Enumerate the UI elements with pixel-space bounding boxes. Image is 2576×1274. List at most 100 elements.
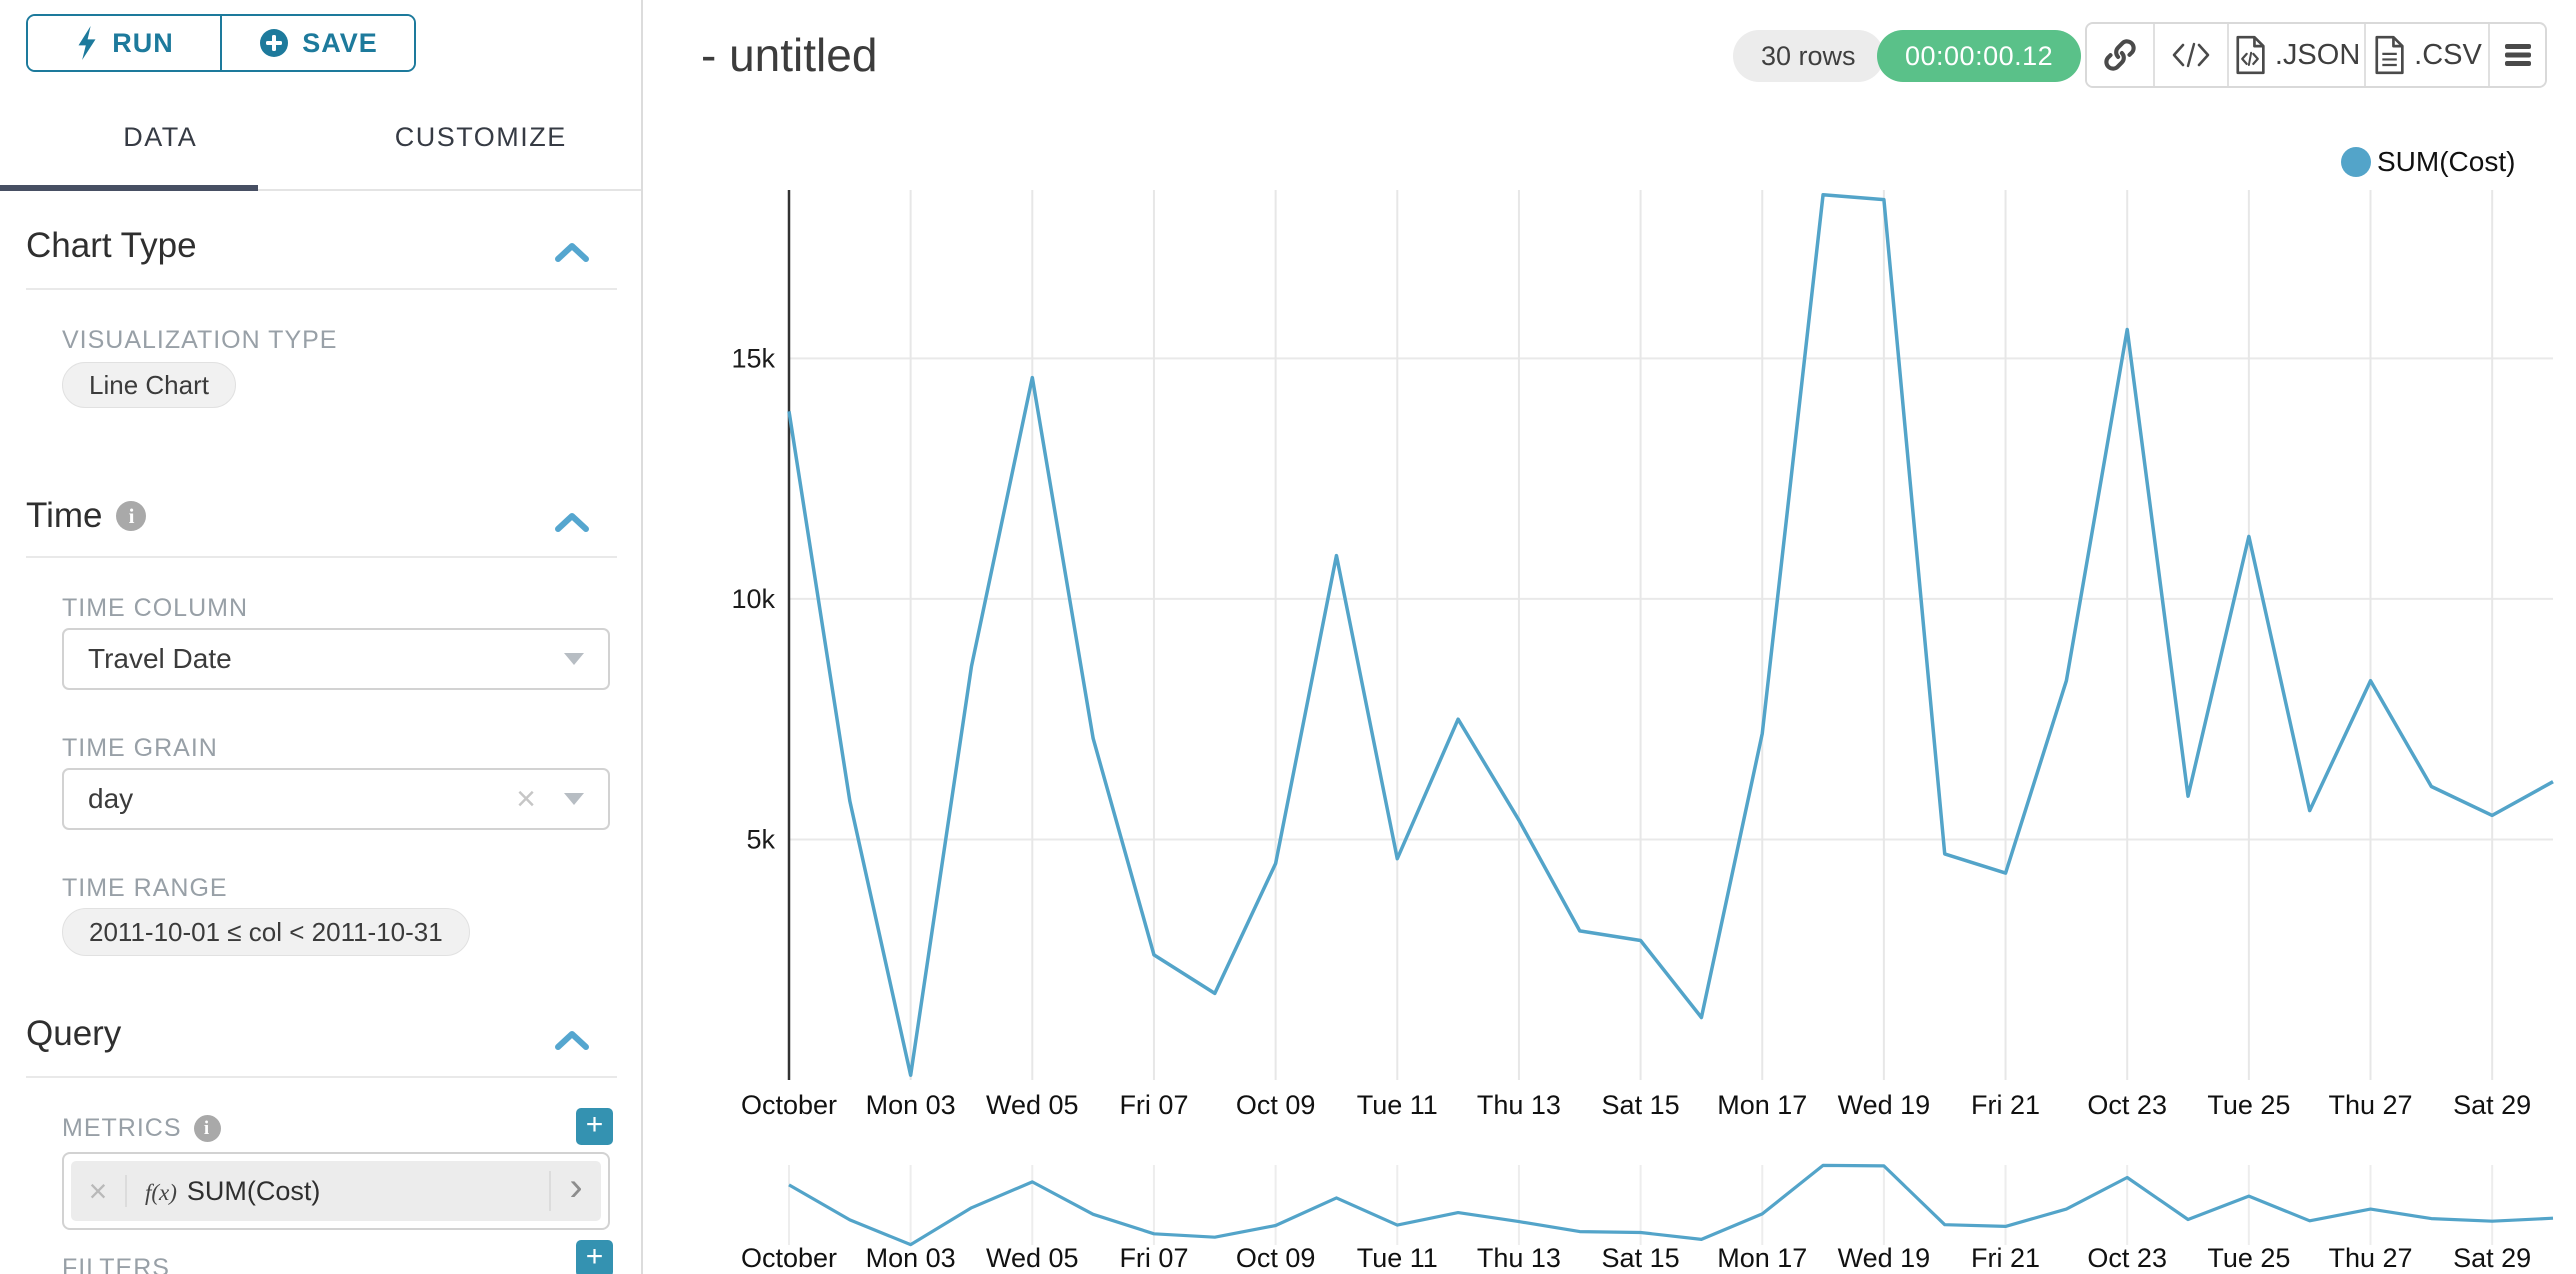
embed-code-button[interactable] [2154,24,2230,86]
run-button[interactable]: RUN [28,16,222,70]
svg-text:October: October [741,1243,837,1273]
file-lines-icon [2375,35,2404,75]
svg-text:Tue 25: Tue 25 [2207,1090,2290,1120]
tab-data[interactable]: DATA [123,122,198,152]
metric-pill[interactable]: × f(x) SUM(Cost) › [71,1161,601,1221]
export-toolbar: .JSON .CSV [2085,22,2547,88]
visualization-type-value[interactable]: Line Chart [62,362,236,408]
panel-divider [641,0,643,1274]
chevron-down-icon [564,653,584,665]
tab-customize[interactable]: CUSTOMIZE [394,122,567,152]
query-timer-badge: 00:00:00.12 [1877,30,2082,82]
hamburger-menu-icon [2504,44,2531,66]
svg-text:Fri 21: Fri 21 [1971,1243,2040,1273]
add-metric-button[interactable]: + [576,1108,613,1145]
svg-text:Fri 21: Fri 21 [1971,1090,2040,1120]
remove-metric-icon[interactable]: × [71,1175,127,1207]
add-filter-button[interactable]: + [576,1240,613,1274]
svg-text:Mon 03: Mon 03 [866,1243,956,1273]
time-grain-label: TIME GRAIN [62,734,218,762]
row-count-badge: 30 rows [1733,30,1884,82]
query-actions: RUN SAVE [26,14,416,72]
svg-text:Thu 27: Thu 27 [2328,1243,2412,1273]
metric-field: × f(x) SUM(Cost) › [62,1152,610,1230]
section-divider [26,1076,617,1078]
legend-series-dot [2341,147,2371,177]
section-query-title: Query [26,1014,122,1053]
svg-text:Sat 15: Sat 15 [1602,1090,1680,1120]
link-icon [2104,39,2136,71]
chart-panel: - untitled 30 rows 00:00:00.12 [643,0,2576,1274]
legend-series-label: SUM(Cost) [2377,146,2516,177]
lightning-bolt-icon [78,26,96,60]
svg-text:Thu 27: Thu 27 [2328,1090,2412,1120]
svg-text:15k: 15k [731,343,775,373]
active-tab-indicator [0,185,258,191]
visualization-type-label: VISUALIZATION TYPE [62,326,338,354]
panel-tabs: DATA CUSTOMIZE [0,86,641,191]
function-icon: f(x) [145,1179,177,1205]
info-icon[interactable]: i [193,1115,221,1142]
info-icon[interactable]: i [116,501,147,531]
svg-text:Fri 07: Fri 07 [1119,1090,1188,1120]
file-code-icon [2236,35,2265,75]
chart-title[interactable]: - untitled [701,29,878,81]
section-time-title: Time i [26,496,147,536]
export-json-button[interactable]: .JSON [2229,24,2366,86]
svg-text:Mon 17: Mon 17 [1717,1243,1807,1273]
metric-value: SUM(Cost) [186,1175,321,1206]
section-divider [26,288,617,290]
svg-text:Mon 03: Mon 03 [866,1090,956,1120]
svg-text:Mon 17: Mon 17 [1717,1090,1807,1120]
metrics-label: METRICS i [62,1114,221,1143]
clear-icon[interactable]: × [516,780,536,818]
svg-text:October: October [741,1090,837,1120]
svg-text:Tue 25: Tue 25 [2207,1243,2290,1273]
svg-text:Oct 09: Oct 09 [1236,1243,1316,1273]
svg-text:Wed 05: Wed 05 [986,1090,1079,1120]
export-csv-label: .CSV [2414,38,2482,71]
svg-text:Tue 11: Tue 11 [1357,1243,1438,1273]
menu-button[interactable] [2490,24,2545,86]
svg-text:Wed 05: Wed 05 [986,1243,1079,1273]
run-button-label: RUN [112,27,174,58]
collapse-chevron-icon[interactable] [552,510,592,534]
svg-text:Sat 29: Sat 29 [2453,1090,2531,1120]
save-button[interactable]: SAVE [222,16,414,70]
svg-text:Wed 19: Wed 19 [1838,1243,1931,1273]
chart-legend[interactable]: SUM(Cost) [2341,146,2515,178]
time-column-select[interactable]: Travel Date [62,628,610,690]
section-divider [26,556,617,558]
line-chart-with-focus[interactable]: 5k 10k 15k October October Mon 03 Mon 03 Wed 05… [663,130,2576,1274]
svg-text:Tue 11: Tue 11 [1357,1090,1438,1120]
time-grain-select[interactable]: day × [62,768,610,830]
svg-text:Oct 09: Oct 09 [1236,1090,1316,1120]
svg-text:Oct 23: Oct 23 [2087,1090,2167,1120]
code-icon [2172,42,2210,68]
collapse-chevron-icon[interactable] [552,240,592,264]
svg-text:Sat 29: Sat 29 [2453,1243,2531,1273]
svg-text:Thu 13: Thu 13 [1477,1243,1561,1273]
time-range-label: TIME RANGE [62,874,228,902]
svg-text:Fri 07: Fri 07 [1119,1243,1188,1273]
control-panel-sidebar: RUN SAVE DATA CUSTOMIZE Chart Type [0,0,641,1274]
chevron-right-icon[interactable]: › [549,1167,601,1211]
share-link-button[interactable] [2087,24,2155,86]
plus-circle-icon [260,29,289,57]
svg-text:5k: 5k [746,824,775,854]
time-column-label: TIME COLUMN [62,594,248,622]
save-button-label: SAVE [302,27,378,58]
svg-text:10k: 10k [731,584,775,614]
time-column-value: Travel Date [88,643,232,674]
chevron-down-icon [564,793,584,805]
svg-text:Thu 13: Thu 13 [1477,1090,1561,1120]
svg-text:Wed 19: Wed 19 [1838,1090,1931,1120]
filters-label: FILTERS [62,1254,170,1274]
time-grain-value: day [88,783,134,814]
export-csv-button[interactable]: .CSV [2365,24,2491,86]
svg-text:Sat 15: Sat 15 [1602,1243,1680,1273]
section-chart-type-title: Chart Type [26,226,197,265]
collapse-chevron-icon[interactable] [552,1028,592,1052]
time-range-value[interactable]: 2011-10-01 ≤ col < 2011-10-31 [62,908,470,956]
